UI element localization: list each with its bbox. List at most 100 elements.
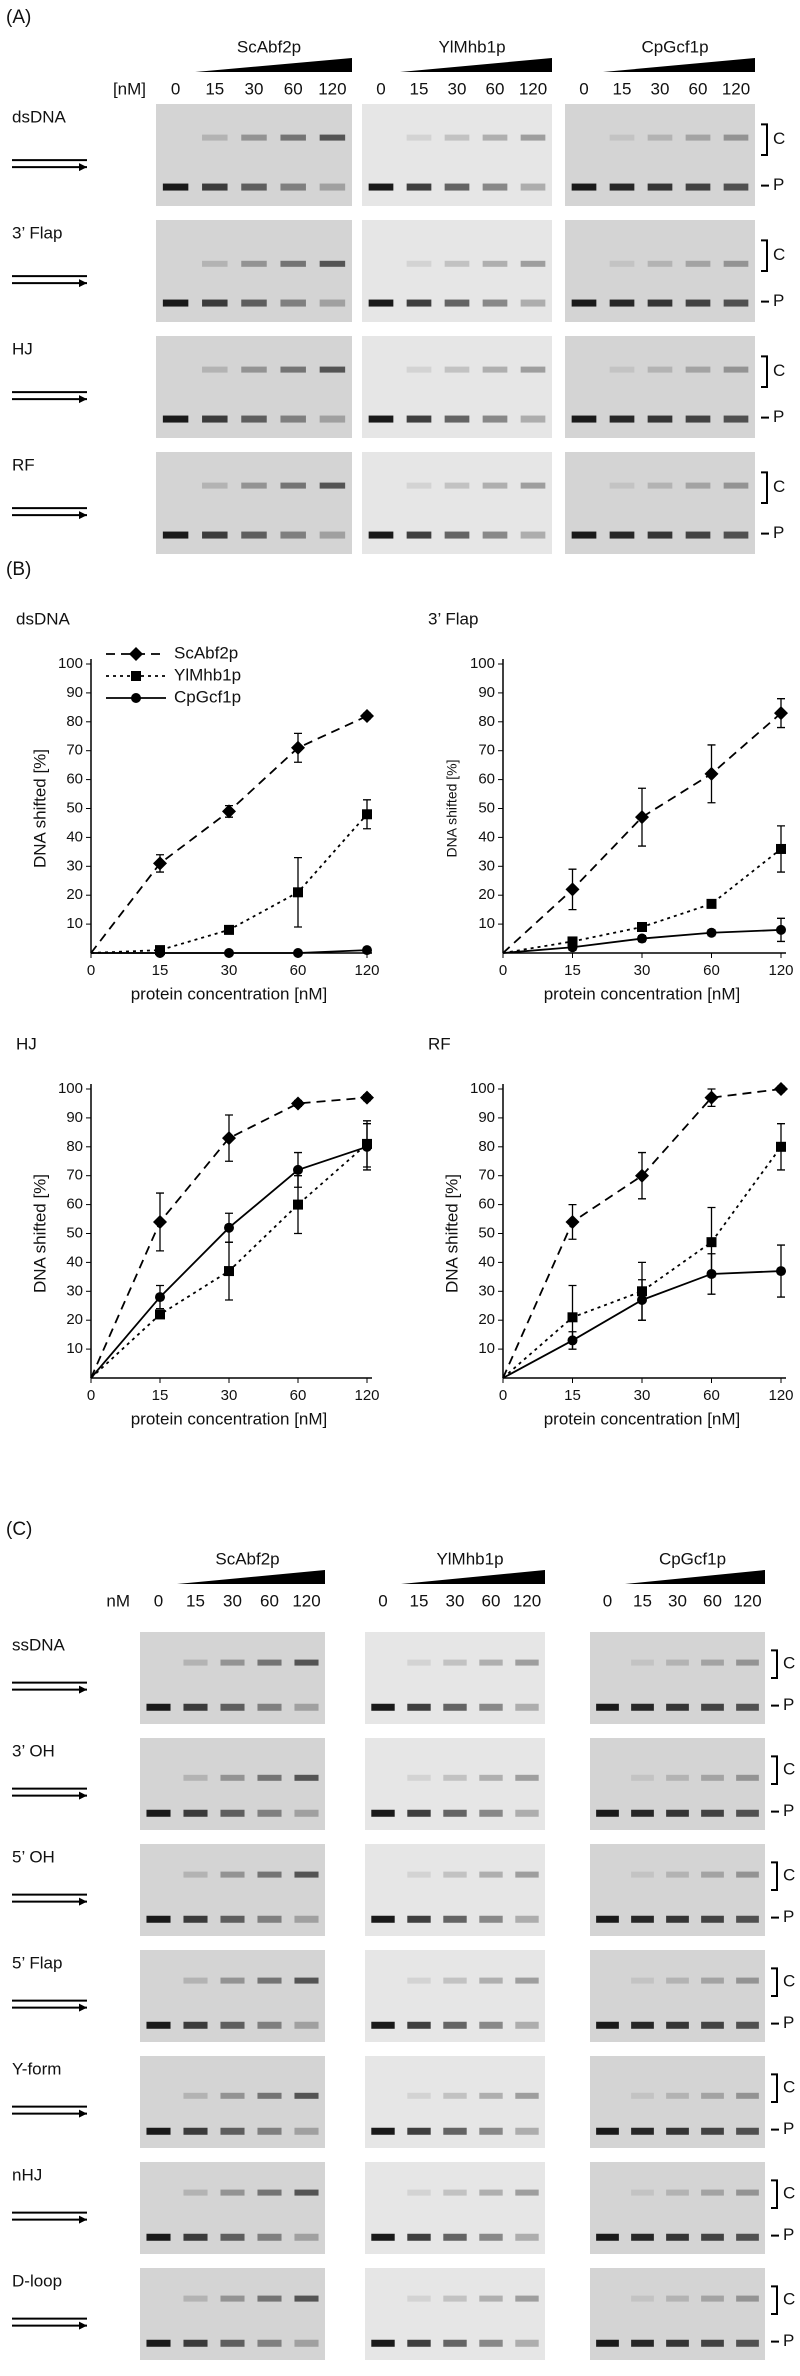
- y-tick-label: 40: [478, 1253, 495, 1270]
- band: [647, 415, 673, 423]
- band: [257, 2127, 282, 2135]
- band: [280, 260, 306, 267]
- gel: [156, 452, 352, 554]
- band: [371, 2021, 395, 2029]
- bracket: [771, 2073, 778, 2103]
- band: [257, 2295, 282, 2302]
- y-tick-label: 100: [470, 655, 495, 672]
- probe-label: P: [783, 2225, 794, 2244]
- band: [723, 415, 749, 423]
- marker: [224, 948, 234, 958]
- marker: [362, 1141, 372, 1152]
- y-tick-label: 90: [478, 684, 495, 701]
- y-tick-label: 10: [66, 915, 83, 932]
- complex-label: C: [773, 361, 785, 380]
- band: [723, 183, 749, 191]
- band: [520, 299, 546, 307]
- marker: [362, 809, 372, 820]
- band: [407, 1809, 431, 1817]
- band: [701, 2339, 724, 2347]
- marker: [293, 1199, 303, 1210]
- gel: [156, 104, 352, 206]
- lane-label: 60: [482, 1591, 501, 1610]
- marker: [293, 1164, 303, 1175]
- band: [479, 2127, 503, 2135]
- y-tick-label: 50: [66, 1224, 83, 1241]
- concentration-wedge: [400, 58, 552, 72]
- band: [701, 1659, 724, 1666]
- band: [631, 2339, 654, 2347]
- bracket: [761, 355, 768, 388]
- bracket: [761, 471, 768, 504]
- y-tick-label: 40: [66, 1253, 83, 1270]
- band: [685, 183, 711, 191]
- band: [685, 531, 711, 539]
- band: [631, 1774, 654, 1781]
- band: [294, 2189, 319, 2196]
- band: [371, 2127, 395, 2135]
- complex-label: C: [783, 2184, 795, 2203]
- band: [596, 1915, 619, 1923]
- band: [736, 2189, 759, 2196]
- gel: [565, 104, 755, 206]
- lane-label: 60: [260, 1591, 279, 1610]
- band: [647, 260, 673, 267]
- protein-header: CpGcf1p: [659, 1549, 726, 1568]
- band: [241, 482, 267, 489]
- bracket: [761, 239, 768, 272]
- band: [479, 1915, 503, 1923]
- band: [294, 2127, 319, 2135]
- band: [257, 1977, 282, 1984]
- marker: [155, 948, 165, 958]
- y-tick-label: 40: [66, 828, 83, 845]
- marker: [567, 1312, 578, 1323]
- band: [609, 134, 635, 141]
- y-tick-label: 60: [66, 771, 83, 788]
- x-tick-label: 0: [499, 1387, 507, 1404]
- band: [162, 299, 189, 307]
- band: [701, 1703, 724, 1711]
- band: [479, 2092, 503, 2099]
- band: [406, 366, 432, 373]
- chart-title: 3’ Flap: [428, 609, 478, 628]
- band: [723, 531, 749, 539]
- band: [736, 1703, 759, 1711]
- band: [736, 2127, 759, 2135]
- complex-label: C: [783, 1760, 795, 1779]
- band: [666, 2233, 689, 2241]
- band: [183, 1871, 208, 1878]
- band: [685, 134, 711, 141]
- dna-end: [79, 395, 87, 404]
- band: [407, 1977, 431, 1984]
- probe-label: P: [773, 291, 784, 310]
- band: [701, 2092, 724, 2099]
- band: [515, 2127, 539, 2135]
- protein-header: ScAbf2p: [237, 37, 301, 56]
- band: [515, 2295, 539, 2302]
- lane-label: 120: [513, 1591, 541, 1610]
- dna-end: [79, 1897, 87, 1906]
- marker: [776, 1141, 786, 1152]
- band: [701, 2189, 724, 2196]
- lane-label: 60: [284, 79, 303, 98]
- band: [685, 366, 711, 373]
- lane-label: 0: [154, 1591, 163, 1610]
- band: [280, 183, 306, 191]
- band: [443, 2339, 467, 2347]
- band: [596, 1703, 619, 1711]
- marker: [224, 924, 234, 935]
- dna-end: [79, 2003, 87, 2012]
- band: [596, 1809, 619, 1817]
- band: [631, 1659, 654, 1666]
- band: [479, 1703, 503, 1711]
- band: [479, 2021, 503, 2029]
- band: [241, 299, 267, 307]
- marker: [637, 921, 647, 932]
- chart-title: dsDNA: [16, 609, 71, 628]
- band: [319, 482, 346, 489]
- band: [647, 531, 673, 539]
- marker: [291, 1096, 305, 1111]
- lane-label: 0: [376, 79, 385, 98]
- series-line: [502, 1088, 782, 1379]
- x-tick-label: 120: [768, 1387, 793, 1404]
